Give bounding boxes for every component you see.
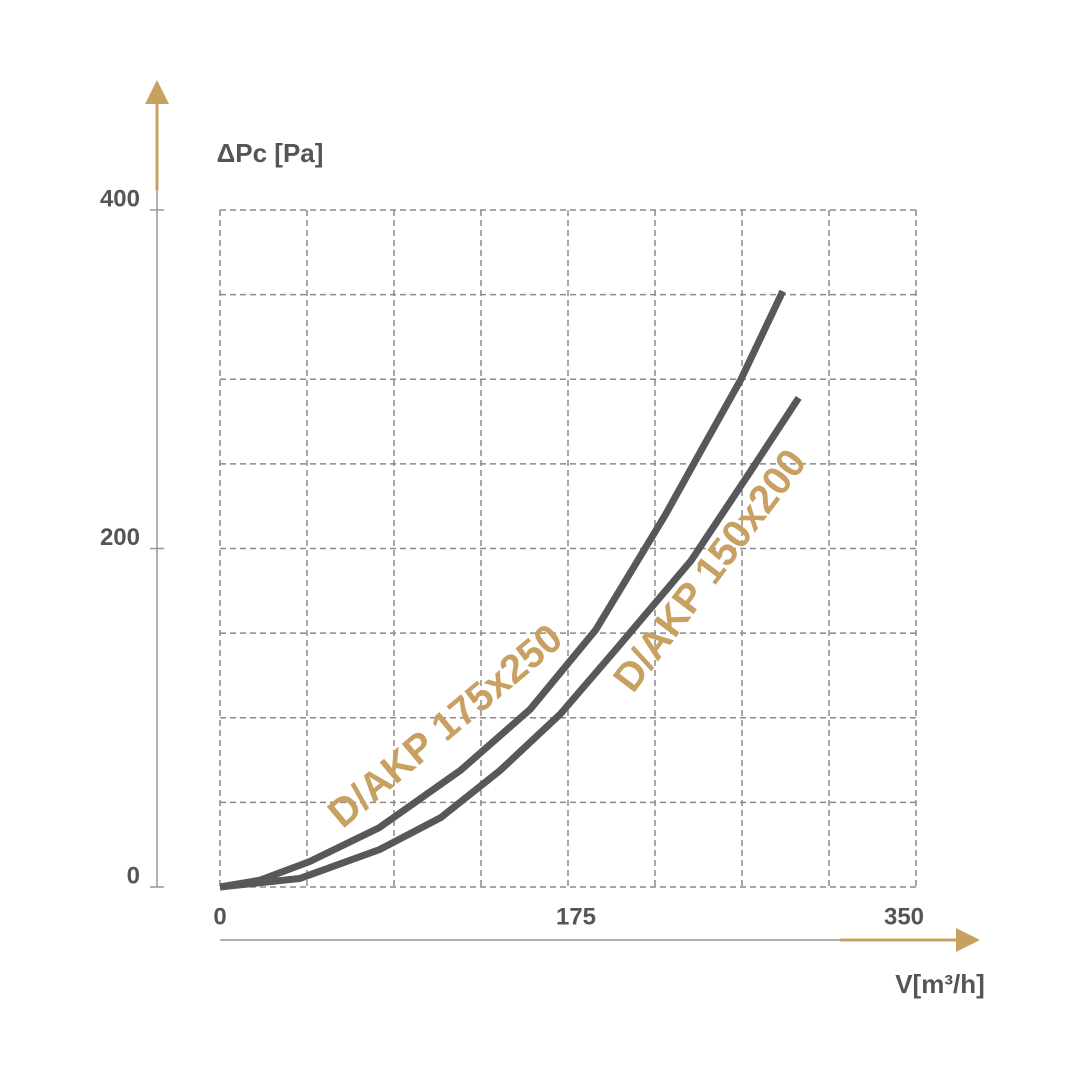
- x-tick-label: 350: [884, 903, 924, 930]
- series-line: [219, 289, 786, 891]
- x-tick-label: 175: [556, 903, 596, 930]
- y-tick-label: 400: [100, 185, 140, 212]
- x-tick-label: 0: [213, 903, 226, 930]
- y-axis-label: ΔPc [Pa]: [217, 138, 324, 168]
- x-axis-label: V[m³/h]: [895, 969, 985, 999]
- y-tick-label: 200: [100, 524, 140, 551]
- x-arrow-head: [956, 928, 980, 952]
- series-label: D/AKP 150x200: [605, 441, 815, 700]
- y-tick-label: 0: [127, 862, 140, 889]
- y-arrow-head: [145, 80, 169, 104]
- series-line: [219, 395, 802, 891]
- series-label: D/AKP 175x250: [320, 616, 571, 836]
